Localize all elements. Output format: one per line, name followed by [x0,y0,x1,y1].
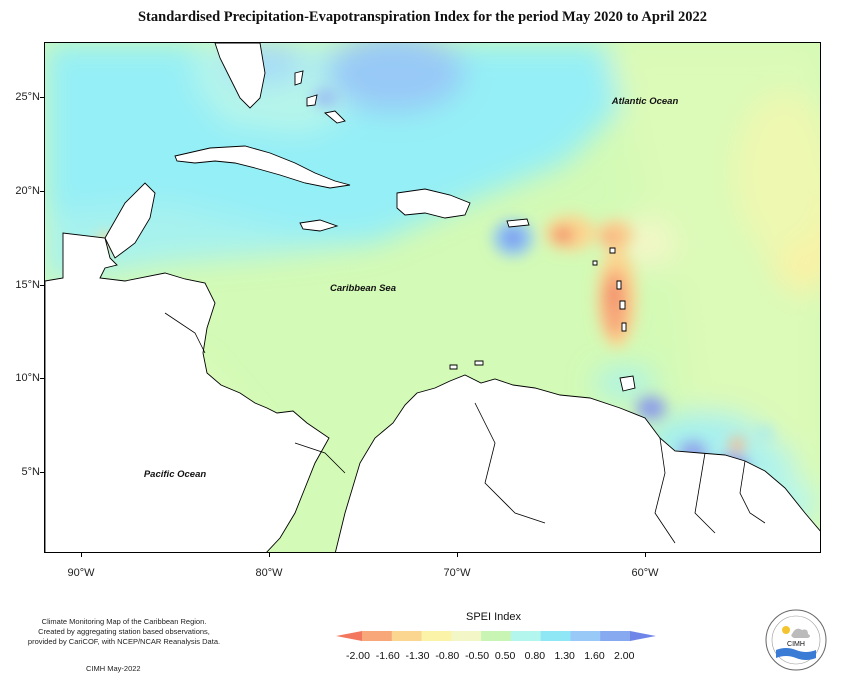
legend-label: -2.00 [346,650,370,662]
lon-label-90: 90°W [67,567,95,579]
lon-label-80: 80°W [255,567,283,579]
note-line-2: Created by aggregating station based obs… [38,627,210,636]
lon-label-60: 60°W [631,567,659,579]
legend-swatch [336,631,362,641]
caribbean-sea-label: Caribbean Sea [330,283,396,294]
legend-label: 0.50 [494,650,516,662]
legend-swatch [481,631,512,641]
atlantic-ocean-label: Atlantic Ocean [611,96,679,107]
lat-label-25: 25°N [15,91,40,103]
legend-swatch [540,631,571,641]
land-masses [45,43,820,552]
note-line-1: Climate Monitoring Map of the Caribbean … [41,617,207,626]
credit-text: CIMH May-2022 [86,664,141,673]
legend-swatch [570,631,601,641]
country-borders [164,312,766,544]
lat-tick [40,285,44,286]
lat-tick [40,191,44,192]
spei-map: Atlantic Ocean Caribbean Sea Pacific Oce… [44,42,821,553]
lat-label-20: 20°N [15,185,40,197]
pacific-ocean-label: Pacific Ocean [144,469,207,480]
legend-swatch [630,631,656,641]
lat-tick [40,472,44,473]
lon-tick [81,553,82,557]
lat-tick [40,97,44,98]
legend-label: -1.30 [405,650,430,662]
legend-label: 1.60 [584,650,605,662]
legend-label: 1.30 [554,650,575,662]
legend-label: 0.80 [524,650,546,662]
note-line-3: provided by CariCOF, with NCEP/NCAR Rean… [27,637,221,646]
legend-title: SPEI Index [466,611,522,623]
map-description: Climate Monitoring Map of the Caribbean … [14,617,234,647]
lon-tick [457,553,458,557]
lat-label-5: 5°N [21,466,40,478]
legend-swatch [391,631,423,641]
legend-swatch [510,631,542,641]
lat-label-10: 10°N [15,372,40,384]
color-legend [336,628,656,649]
lat-tick [40,378,44,379]
legend-swatch [362,631,393,641]
map-title: Standardised Precipitation-Evapotranspir… [137,9,707,25]
legend-swatch [451,631,482,641]
legend-label: -0.50 [465,650,490,662]
spei-map-canvas: Atlantic Ocean Caribbean Sea Pacific Oce… [45,43,820,552]
lon-label-70: 70°W [443,567,471,579]
lon-tick [645,553,646,557]
legend-label: -0.80 [435,650,460,662]
logo-text: CIMH [787,641,805,648]
legend-swatch [600,631,631,641]
cimh-logo-icon: CIMH [765,609,827,671]
cimh-logo: CIMH [764,608,828,677]
legend-label: 2.00 [614,650,635,662]
legend-swatch [421,631,452,641]
lon-tick [269,553,270,557]
lat-label-15: 15°N [15,279,40,291]
legend-bar [336,631,656,641]
legend-label: -1.60 [375,650,400,662]
